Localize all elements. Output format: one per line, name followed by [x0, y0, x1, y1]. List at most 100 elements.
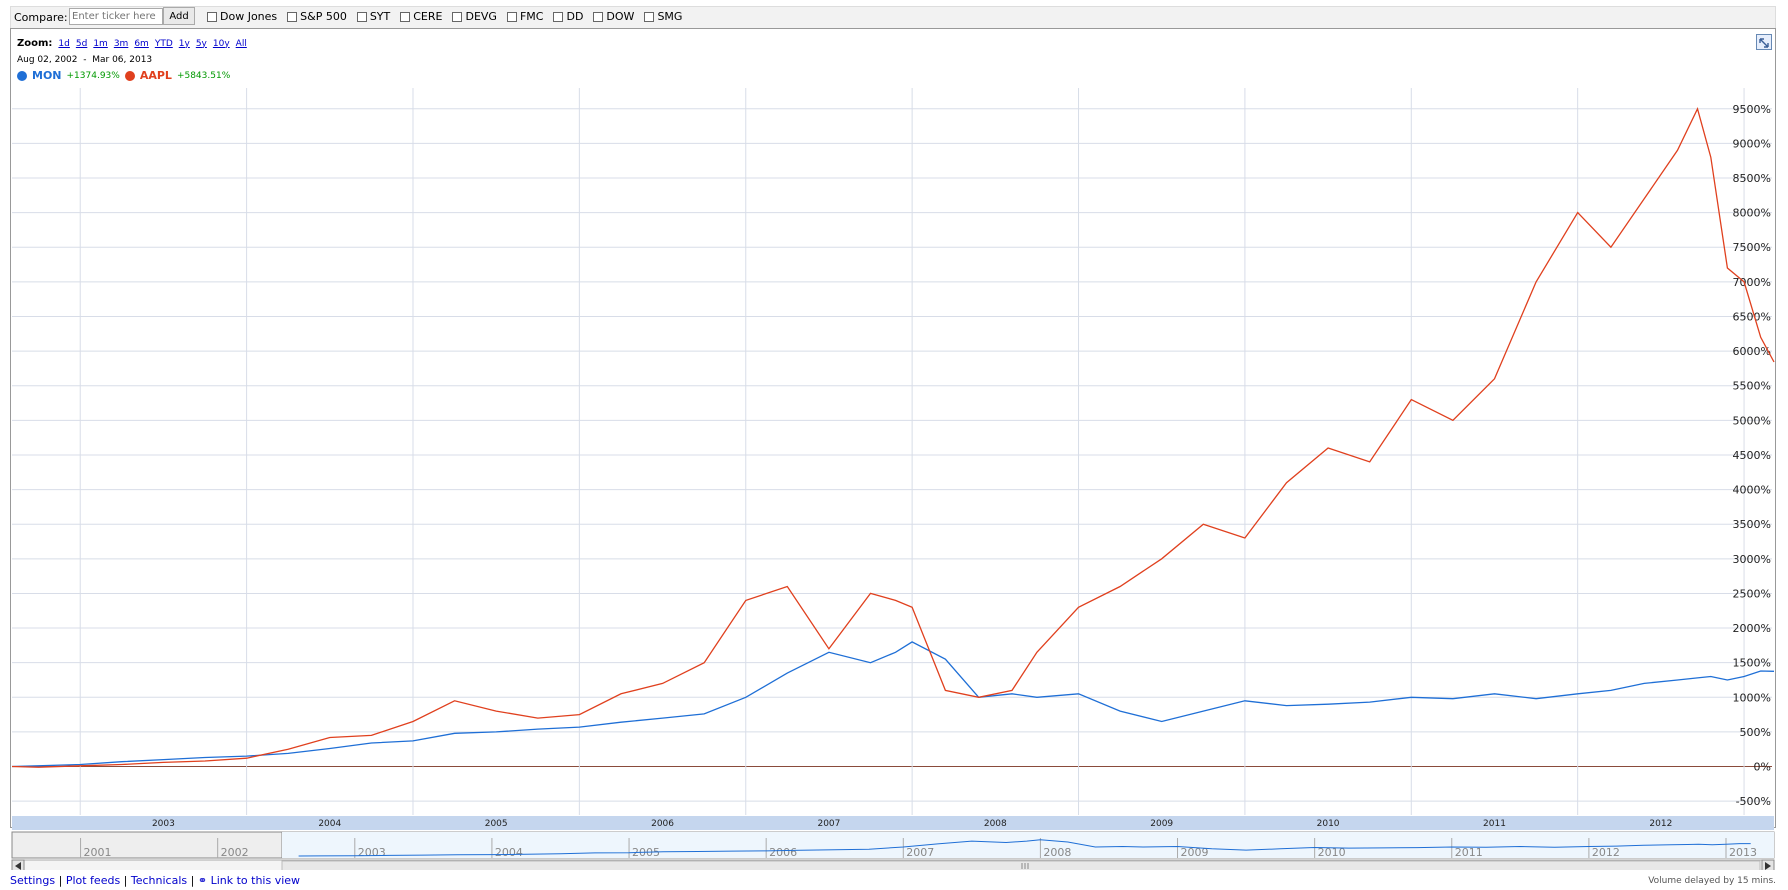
y-tick-label: 500%: [1740, 726, 1771, 739]
y-tick-label: 7000%: [1733, 276, 1771, 289]
scroll-left-icon: [15, 862, 21, 870]
zoom-6m[interactable]: 6m: [134, 38, 149, 49]
zoom-10y[interactable]: 10y: [212, 38, 230, 49]
compare-option[interactable]: SMG: [644, 10, 682, 23]
x-tick-label: 2005: [485, 819, 508, 829]
compare-label: Compare:: [14, 11, 68, 24]
y-tick-label: 7500%: [1733, 241, 1771, 254]
link-icon: ⚭: [197, 874, 211, 887]
scroll-thumb[interactable]: [281, 860, 1761, 870]
navigator-labels: 2001 2002 2003 2004 2005 2006 2007 2008 2009 2010…: [80, 838, 1757, 859]
checkbox[interactable]: [207, 11, 217, 22]
x-tick-label: 2003: [152, 819, 175, 829]
x-tick-label: 2009: [1150, 819, 1173, 829]
zoom-5d[interactable]: 5d: [75, 38, 88, 49]
y-tick-label: 3000%: [1733, 553, 1771, 566]
navigator-label: 2013: [1729, 846, 1757, 859]
zoom-all[interactable]: All: [235, 38, 247, 49]
footer-link-link-to-this-view[interactable]: Link to this view: [210, 874, 301, 887]
compare-option-label: CERE: [413, 10, 443, 23]
checkbox[interactable]: [644, 11, 655, 22]
legend-ticker[interactable]: MON: [32, 69, 62, 82]
navigator-label: 2009: [1181, 846, 1209, 859]
zoom-1d[interactable]: 1d: [58, 38, 70, 49]
navigator-label: 2008: [1043, 846, 1071, 859]
compare-option-label: DD: [566, 10, 584, 23]
navigator-label: 2010: [1318, 846, 1346, 859]
range-start: Aug 02, 2002: [17, 55, 78, 65]
navigator-line: [298, 839, 1751, 857]
checkbox[interactable]: [506, 11, 517, 22]
zoom-controls: Zoom: 1d 5d 1m 3m 6m YTD 1y 5y 10y All: [17, 38, 247, 49]
stock-chart: -500% 0% 500% 1000% 1500% 2000% 2500% 3000% 3500…: [11, 88, 1775, 870]
y-tick-label: 5000%: [1733, 414, 1771, 427]
ticker-input[interactable]: [69, 8, 163, 25]
compare-option-label: DEVG: [465, 10, 497, 23]
compare-bar: Compare: Add Dow Jones S&P 500 SYT CERE DEVG…: [10, 6, 1776, 28]
checkbox[interactable]: [593, 11, 604, 22]
zoom-1m[interactable]: 1m: [93, 38, 108, 49]
compare-option[interactable]: DEVG: [452, 10, 497, 23]
y-tick-label: 5500%: [1733, 380, 1771, 393]
y-tick-label: 9000%: [1733, 137, 1771, 150]
footer-link-settings[interactable]: Settings: [10, 874, 56, 887]
legend-change: +1374.93%: [66, 70, 120, 81]
y-axis-ticks: -500% 0% 500% 1000% 1500% 2000% 2500% 3000% 3500…: [1733, 103, 1771, 808]
navigator-label: 2004: [495, 846, 523, 859]
compare-option[interactable]: Dow Jones: [207, 10, 277, 23]
navigator-label: 2006: [769, 846, 797, 859]
series-line-aapl: [11, 106, 1775, 768]
navigator-label: 2001: [84, 846, 112, 859]
footer-link-plot-feeds[interactable]: Plot feeds: [65, 874, 121, 887]
x-tick-label: 2006: [651, 819, 674, 829]
compare-option[interactable]: DD: [553, 10, 583, 23]
y-tick-label: 9500%: [1733, 103, 1771, 116]
zoom-ytd[interactable]: YTD: [154, 38, 173, 49]
navigator-label: 2011: [1455, 846, 1483, 859]
compare-option-label: SMG: [657, 10, 683, 23]
zoom-5y[interactable]: 5y: [195, 38, 207, 49]
scroll-right-icon: [1765, 862, 1771, 870]
footer-separator: |: [187, 874, 198, 887]
footer-separator: |: [120, 874, 131, 887]
y-tick-label: 8000%: [1733, 207, 1771, 220]
checkbox[interactable]: [287, 11, 298, 22]
expand-button[interactable]: [1756, 34, 1772, 50]
add-button[interactable]: Add: [163, 7, 195, 25]
navigator-window[interactable]: [282, 832, 1774, 858]
compare-option[interactable]: CERE: [400, 10, 442, 23]
compare-option[interactable]: S&P 500: [287, 10, 347, 23]
x-tick-label: 2010: [1317, 819, 1340, 829]
plot-area: [12, 88, 1774, 815]
checkbox[interactable]: [400, 11, 411, 22]
compare-option[interactable]: SYT: [356, 10, 390, 23]
expand-icon: [1759, 38, 1769, 48]
y-tick-label: 6500%: [1733, 310, 1771, 323]
volume-delay-note: Volume delayed by 15 mins.: [1648, 876, 1776, 886]
zoom-3m[interactable]: 3m: [113, 38, 129, 49]
legend-ticker[interactable]: AAPL: [139, 69, 172, 82]
footer-link-technicals[interactable]: Technicals: [130, 874, 188, 887]
checkbox[interactable]: [356, 11, 367, 22]
compare-option-label: S&P 500: [300, 10, 347, 23]
navigator-label: 2003: [358, 846, 386, 859]
y-tick-label: 2500%: [1733, 587, 1771, 600]
y-tick-label: 6000%: [1733, 345, 1771, 358]
zoom-1y[interactable]: 1y: [178, 38, 190, 49]
compare-option-label: DOW: [606, 10, 635, 23]
y-tick-label: 8500%: [1733, 172, 1771, 185]
x-tick-label: 2012: [1649, 819, 1672, 829]
compare-option[interactable]: FMC: [506, 10, 543, 23]
y-tick-label: 1500%: [1733, 657, 1771, 670]
x-tick-label: 2007: [817, 819, 840, 829]
date-range: Aug 02, 2002 - Mar 06, 2013: [17, 55, 152, 65]
legend: MON +1374.93% AAPL +5843.51%: [17, 69, 230, 82]
checkbox[interactable]: [553, 11, 564, 22]
navigator-label: 2012: [1592, 846, 1620, 859]
footer-separator: |: [55, 874, 66, 887]
compare-options: Dow Jones S&P 500 SYT CERE DEVG FMC DD DOW SMG: [207, 10, 682, 23]
checkbox[interactable]: [452, 11, 463, 22]
compare-option[interactable]: DOW: [593, 10, 634, 23]
legend-dot: [124, 70, 135, 81]
y-tick-label: -500%: [1736, 795, 1771, 808]
